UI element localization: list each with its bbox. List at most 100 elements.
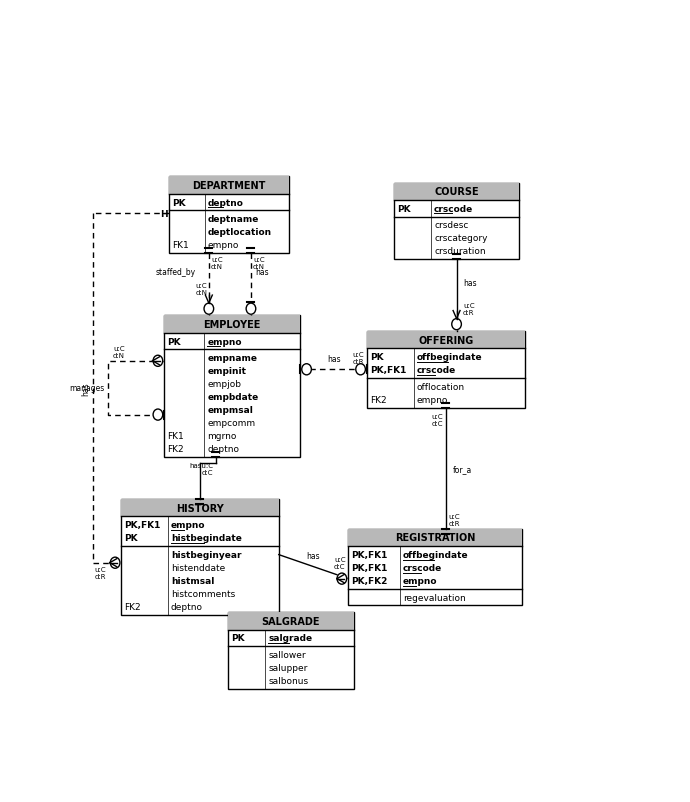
Text: PK,FK2: PK,FK2 [351,576,388,585]
Text: manages: manages [70,383,105,393]
Text: crscode: crscode [434,205,473,213]
Text: offbegindate: offbegindate [403,550,469,559]
Text: offlocation: offlocation [417,383,465,391]
Text: u:C
d:R: u:C d:R [95,566,106,579]
Text: deptno: deptno [170,602,203,611]
Bar [394,184,520,200]
Text: empno: empno [208,241,239,250]
Text: crscategory: crscategory [434,234,488,243]
Text: empno: empno [417,395,448,404]
Text: u:C
d:N: u:C d:N [195,283,207,296]
Bar [367,331,525,349]
Circle shape [204,304,214,315]
Circle shape [337,573,346,585]
Text: empno: empno [207,337,242,346]
Circle shape [153,410,163,420]
Text: deptlocation: deptlocation [208,228,272,237]
Text: u:C
d:R: u:C d:R [448,513,460,526]
Bar [121,500,279,516]
Text: PK,FK1: PK,FK1 [371,366,406,375]
Text: FK2: FK2 [124,602,141,611]
Circle shape [356,364,366,375]
Text: salgrade: salgrade [268,634,313,642]
Text: u:C
d:N: u:C d:N [211,257,223,269]
Text: histcomments: histcomments [170,589,235,598]
Text: REGISTRATION: REGISTRATION [395,533,475,543]
Text: crsduration: crsduration [434,247,486,256]
Bar [394,184,520,260]
Circle shape [302,364,311,375]
Text: has: has [307,552,320,561]
Bar [228,613,353,630]
Text: empjob: empjob [207,380,242,389]
Text: H: H [160,209,168,218]
Text: for_a: for_a [452,464,471,473]
Text: histmsal: histmsal [170,576,214,585]
Text: PK,FK1: PK,FK1 [124,520,161,529]
Text: PK: PK [172,198,186,207]
Text: FK1: FK1 [172,241,189,250]
Bar [169,177,290,253]
Text: u:C
d:C: u:C d:C [431,413,443,426]
Text: FK2: FK2 [167,444,184,454]
Text: OFFERING: OFFERING [418,335,473,345]
Text: SALGRADE: SALGRADE [262,616,320,626]
Text: staffed_by: staffed_by [155,268,195,277]
Text: crscode: crscode [403,563,442,572]
Text: crsdesc: crsdesc [434,221,469,230]
Text: offbegindate: offbegindate [417,353,482,362]
Text: empno: empno [170,520,205,529]
Bar [164,316,300,457]
Text: PK,FK1: PK,FK1 [351,563,388,572]
Text: COURSE: COURSE [434,187,479,197]
Text: empbdate: empbdate [207,393,259,402]
Text: mgrno: mgrno [207,431,237,440]
Text: PK: PK [167,337,181,346]
Bar [348,529,522,606]
Text: has: has [81,382,90,395]
Text: PK: PK [124,533,138,543]
Text: histbeginyear: histbeginyear [170,550,242,559]
Text: crscode: crscode [417,366,456,375]
Text: deptno: deptno [208,198,244,207]
Text: salbonus: salbonus [268,676,308,685]
Bar [169,177,290,194]
Text: PK: PK [231,634,245,642]
Text: u:C
d:N: u:C d:N [113,346,125,358]
Text: empno: empno [403,576,437,585]
Text: histenddate: histenddate [170,563,225,572]
Text: regevaluation: regevaluation [403,593,466,602]
Text: histbegindate: histbegindate [170,533,242,543]
Circle shape [452,319,462,330]
Text: PK,FK1: PK,FK1 [351,550,388,559]
Bar [348,529,522,546]
Text: EMPLOYEE: EMPLOYEE [204,320,261,330]
Text: empname: empname [207,354,257,363]
Text: deptno: deptno [207,444,239,454]
Text: PK: PK [397,205,411,213]
Text: u:C
d:R: u:C d:R [353,352,364,365]
Text: u:C
d:N: u:C d:N [253,257,265,269]
Text: u:C
d:R: u:C d:R [463,303,475,316]
Bar [164,316,300,334]
Text: HISTORY: HISTORY [176,503,224,513]
Text: u:C
d:C: u:C d:C [334,557,346,569]
Circle shape [110,557,120,569]
Text: empinit: empinit [207,367,246,376]
Text: empmsal: empmsal [207,406,253,415]
Text: FK2: FK2 [371,395,387,404]
Circle shape [246,304,256,315]
Circle shape [153,356,163,367]
Text: salupper: salupper [268,663,308,672]
Text: DEPARTMENT: DEPARTMENT [193,180,266,191]
Bar [367,331,525,408]
Bar [228,613,353,689]
Text: hasu:C
d:C: hasu:C d:C [189,463,213,476]
Text: FK1: FK1 [167,431,184,440]
Text: empcomm: empcomm [207,419,255,427]
Text: has: has [463,279,477,288]
Bar [121,500,279,615]
Text: sallower: sallower [268,650,306,659]
Text: has: has [327,354,340,363]
Text: PK: PK [371,353,384,362]
